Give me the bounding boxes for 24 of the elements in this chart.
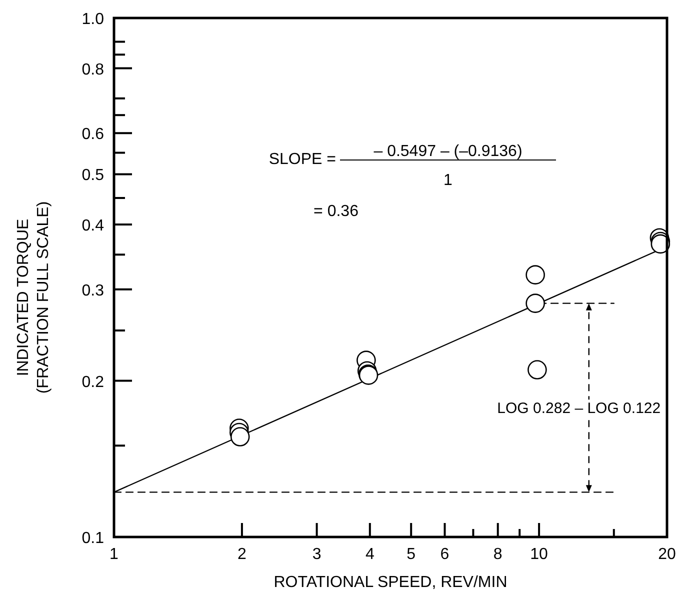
x-tick-label: 6 [440,546,450,563]
y-tick-label: 0.5 [82,167,104,184]
annotation: 1 [444,172,453,189]
x-tick-label: 10 [530,546,548,563]
x-tick-label: 3 [312,546,322,563]
y-tick-label: 1.0 [82,11,104,28]
y-tick-label: 0.3 [82,282,104,300]
annotation: = 0.36 [314,203,359,220]
y-tick-label: 0.6 [82,126,104,144]
y-tick-label: 0.2 [82,374,104,391]
x-tick-label: 1 [110,546,119,563]
y-tick-label: 0.1 [82,530,104,547]
annotation: SLOPE = [268,151,336,168]
x-tick-label: 5 [406,546,416,563]
y-axis-title: INDICATED TORQUE (FRACTION FULL SCALE) [15,201,52,394]
annotation: – 0.5497 – (–0.9136) [374,143,522,160]
annotation: LOG 0.282 – LOG 0.122 [497,400,661,417]
x-tick-label: 4 [365,546,374,563]
y-tick-label: 0.4 [82,218,104,235]
x-tick-label: 2 [238,546,246,563]
y-tick-label: 0.8 [82,61,104,78]
x-tick-label: 8 [493,546,502,563]
x-tick-label: 20 [658,546,676,563]
x-axis-title: ROTATIONAL SPEED, REV/MIN [274,574,508,591]
